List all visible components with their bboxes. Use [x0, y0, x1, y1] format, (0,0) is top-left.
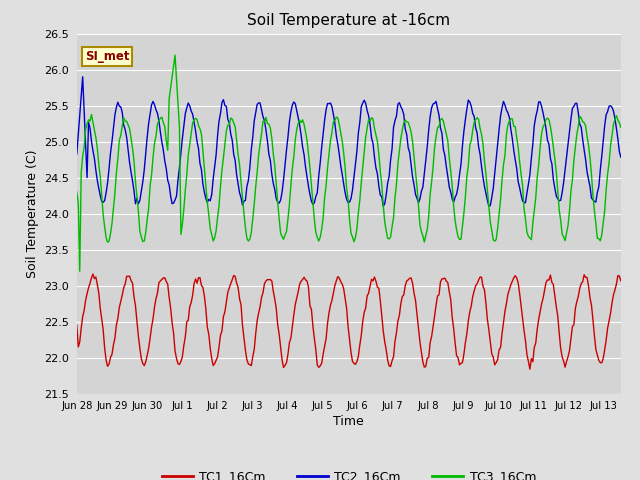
Y-axis label: Soil Temperature (C): Soil Temperature (C) [26, 149, 39, 278]
Title: Soil Temperature at -16cm: Soil Temperature at -16cm [247, 13, 451, 28]
Text: SI_met: SI_met [85, 50, 129, 63]
Legend: TC1_16Cm, TC2_16Cm, TC3_16Cm: TC1_16Cm, TC2_16Cm, TC3_16Cm [157, 465, 541, 480]
X-axis label: Time: Time [333, 415, 364, 429]
